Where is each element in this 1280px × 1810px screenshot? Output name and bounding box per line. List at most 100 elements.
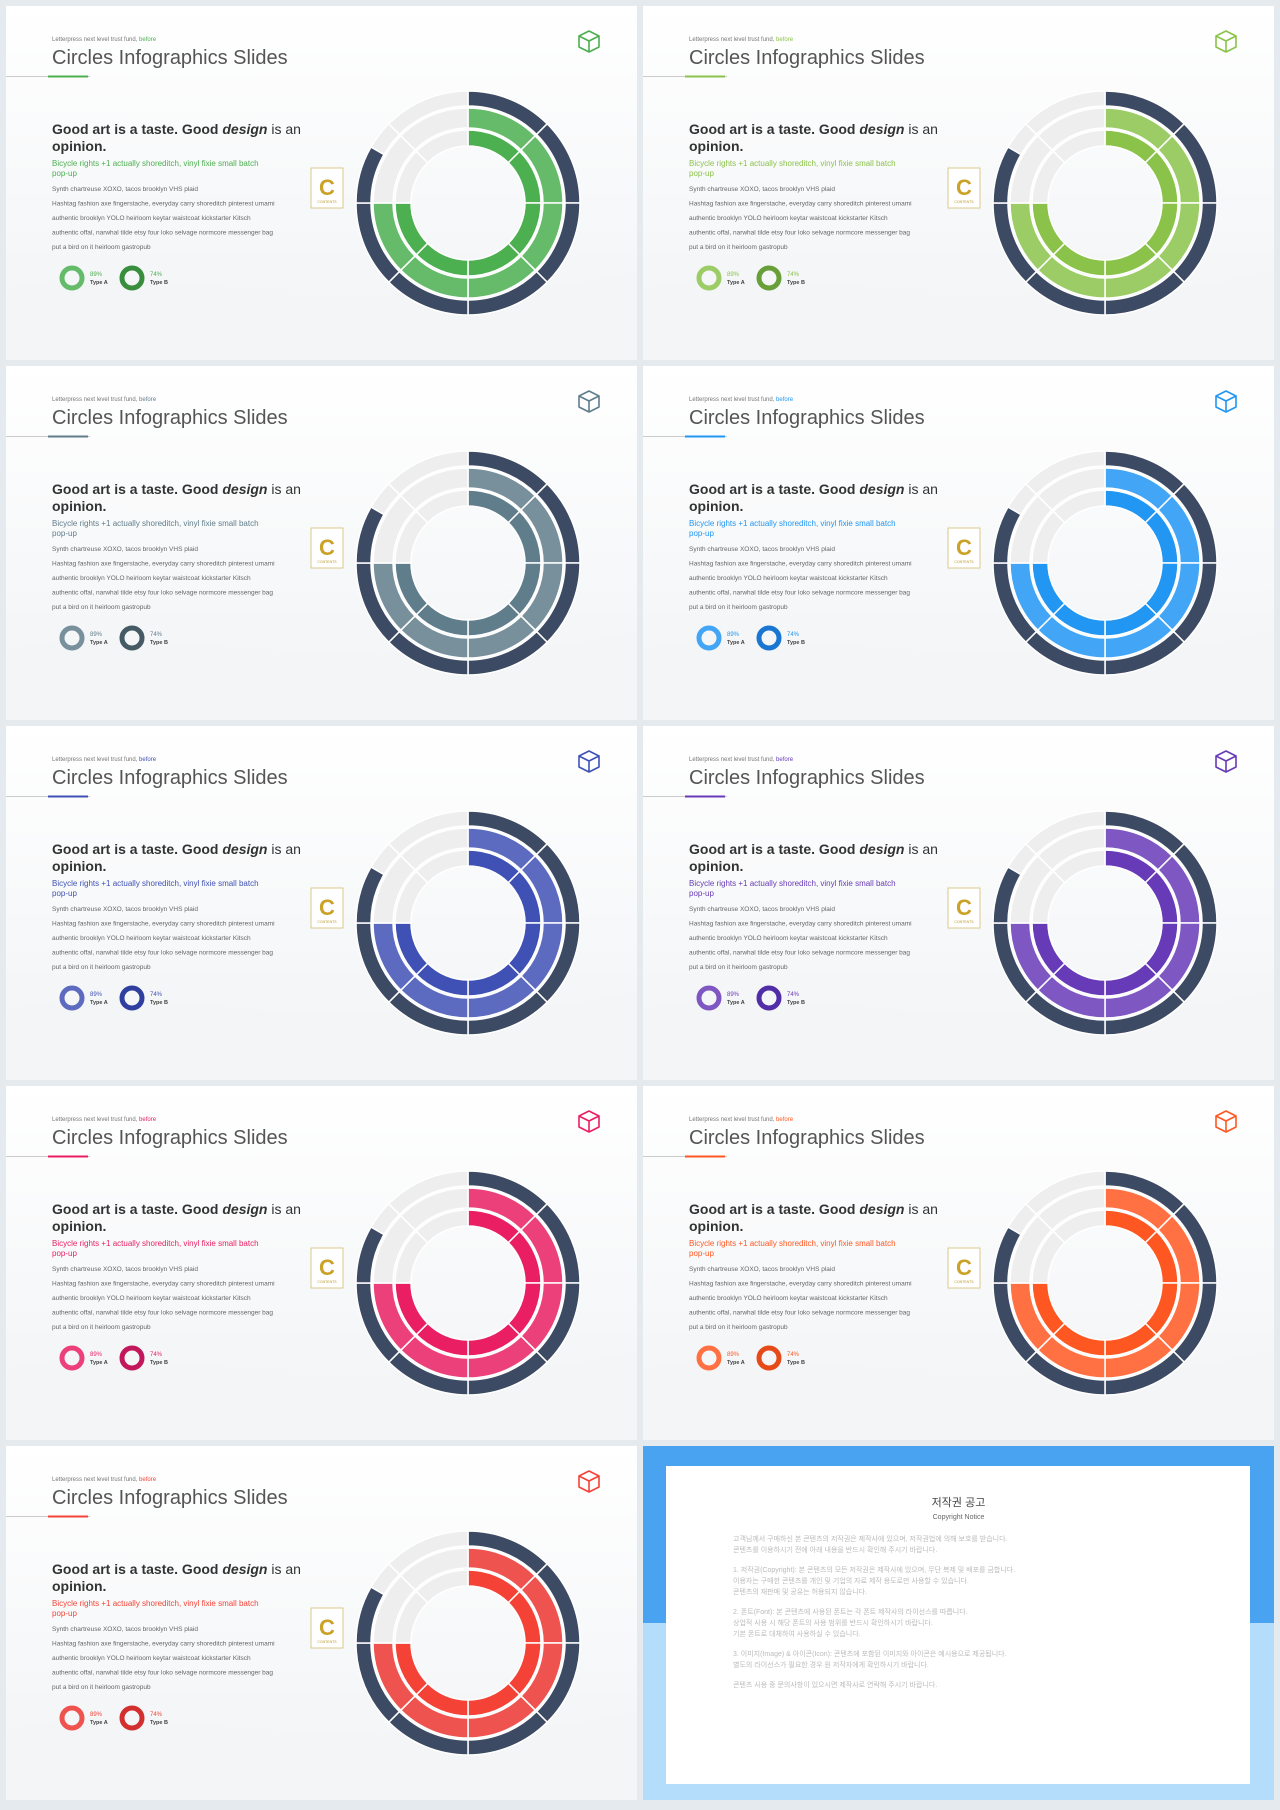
ring-segment-empty [1036,1187,1106,1232]
subtitle: pop-up [689,169,714,178]
legend-ring [696,1345,722,1371]
subtitle: pop-up [52,529,77,538]
body-text: Synth chartreuse XOXO, tacos brooklyn VH… [52,546,198,553]
logo-box [947,1247,981,1289]
heading-text: Good art is a taste. Good [52,1201,222,1217]
body-text: Hashtag fashion axe fingerstache, everyd… [689,561,912,568]
kicker-text: Letterpress next level trust fund, [52,757,138,763]
legend-value: 74% [787,992,800,998]
body-text: put a bird on it heirloom gastropub [689,604,788,611]
cube-icon [578,1470,600,1493]
legend-ring [59,1705,85,1731]
legend-label: Type A [90,1720,108,1726]
heading-emphasis: design [222,841,267,857]
logo-letter: C [319,1255,335,1280]
heading-line: Good art is a taste. Good design is an [689,121,938,137]
notice-text: 콘텐츠 사용 중 문의사항이 있으시면 제작사로 연락해 주시기 바랍니다. [733,1680,937,1689]
kicker: Letterpress next level trust fund, befor… [52,37,157,43]
notice-text: 기본 폰트로 대체하여 사용하실 수 있습니다. [733,1629,861,1638]
body-text: authentic offal, narwhal tilde etsy four… [52,230,273,237]
body-text: Synth chartreuse XOXO, tacos brooklyn VH… [52,1266,198,1273]
legend-value: 89% [727,272,740,278]
legend-ring [59,625,85,651]
legend-value: 89% [90,1712,103,1718]
heading-line: opinion. [689,498,743,514]
legend-label: Type B [787,640,805,646]
heading-text: is an [267,481,300,497]
kicker-text: Letterpress next level trust fund, [689,757,775,763]
heading-text: Good art is a taste. Good [52,121,222,137]
heading-emphasis: design [859,481,904,497]
slide-title: Circles Infographics Slides [52,767,288,789]
legend-ring [59,985,85,1011]
body-text: Hashtag fashion axe fingerstache, everyd… [689,921,912,928]
slide: Letterpress next level trust fund, befor… [6,1086,637,1440]
body-text: Hashtag fashion axe fingerstache, everyd… [52,201,275,208]
ring-segment-empty [387,1170,469,1216]
heading-line: Good art is a taste. Good design is an [52,1561,301,1577]
kicker: Letterpress next level trust fund, befor… [52,1477,157,1483]
slide: Letterpress next level trust fund, befor… [6,366,637,720]
logo-box [310,1247,344,1289]
kicker-accent: before [137,1117,156,1123]
ring-segment-empty [399,1547,469,1592]
body-text: authentic brooklyn YOLO heirloom keytar … [689,935,888,942]
legend-label: Type A [90,1000,108,1006]
logo-letter: C [956,535,972,560]
subtitle: Bicycle rights +1 actually shoreditch, v… [689,159,896,168]
heading-emphasis: design [859,841,904,857]
logo-letter: C [319,895,335,920]
cube-icon [1215,390,1237,413]
legend-value: 74% [787,632,800,638]
logo-sub: CONTENTS [954,560,974,564]
legend-label: Type A [90,1360,108,1366]
logo-letter: C [956,175,972,200]
body-text: put a bird on it heirloom gastropub [689,1324,788,1331]
slide-title: Circles Infographics Slides [52,1487,288,1509]
heading-line: Good art is a taste. Good design is an [689,1201,938,1217]
kicker-accent: before [137,37,156,43]
background-wave [643,630,1274,720]
body-text: authentic brooklyn YOLO heirloom keytar … [52,1295,251,1302]
cube-icon [578,1110,600,1133]
heading-line: opinion. [52,1578,106,1594]
notice-text: 이용자는 구매한 콘텐츠를 개인 및 기업의 자료 제작 용도로만 사용할 수 … [733,1576,969,1585]
notice-text: 고객님께서 구매하신 본 콘텐츠의 저작권은 제작사에 있으며, 저작권법에 의… [733,1534,1008,1543]
heading-text: is an [904,841,937,857]
heading-line: opinion. [689,858,743,874]
title-rule-accent [685,1155,725,1158]
legend-ring [756,265,782,291]
body-text: put a bird on it heirloom gastropub [52,964,151,971]
notice-subtitle: Copyright Notice [933,1514,985,1521]
heading-emphasis: design [222,121,267,137]
body-text: Synth chartreuse XOXO, tacos brooklyn VH… [52,1626,198,1633]
body-text: Synth chartreuse XOXO, tacos brooklyn VH… [689,906,835,913]
logo-box [947,527,981,569]
heading-line: opinion. [52,858,106,874]
heading-text: is an [267,841,300,857]
kicker-text: Letterpress next level trust fund, [689,37,775,43]
legend-ring [119,625,145,651]
background-wave [643,1350,1274,1440]
subtitle: pop-up [689,1249,714,1258]
body-text: authentic brooklyn YOLO heirloom keytar … [52,935,251,942]
kicker-text: Letterpress next level trust fund, [689,397,775,403]
logo-sub: CONTENTS [954,1280,974,1284]
heading-text: is an [904,1201,937,1217]
kicker-text: Letterpress next level trust fund, [52,397,138,403]
ring-segment-empty [1024,1170,1106,1216]
heading-text: Good art is a taste. Good [689,481,859,497]
legend-value: 74% [150,1712,163,1718]
notice-card [666,1466,1250,1784]
legend-label: Type B [150,1720,168,1726]
background-wave [643,270,1274,360]
legend-label: Type A [727,1360,745,1366]
legend-value: 89% [727,1352,740,1358]
logo-box [310,527,344,569]
ring-segment-empty [415,129,469,164]
body-text: authentic brooklyn YOLO heirloom keytar … [689,1295,888,1302]
body-text: put a bird on it heirloom gastropub [52,604,151,611]
logo-sub: CONTENTS [954,200,974,204]
body-text: Hashtag fashion axe fingerstache, everyd… [689,1281,912,1288]
body-text: authentic offal, narwhal tilde etsy four… [52,1670,273,1677]
